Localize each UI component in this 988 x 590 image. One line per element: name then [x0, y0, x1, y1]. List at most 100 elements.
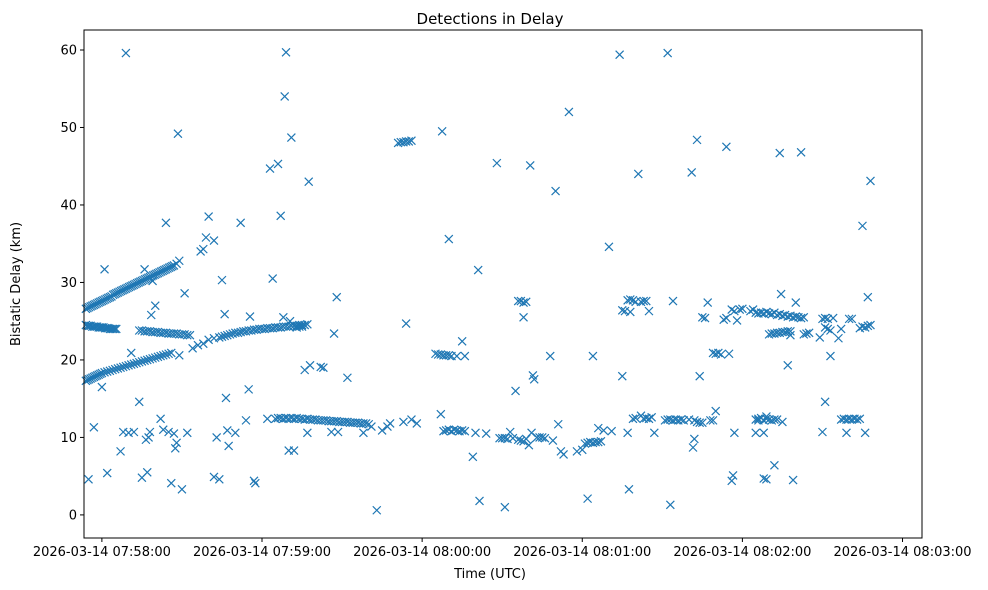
data-point-marker	[796, 147, 806, 157]
data-point-marker	[262, 414, 272, 424]
data-point-marker	[132, 358, 141, 368]
data-point-marker	[852, 415, 862, 425]
data-point-marker	[863, 321, 873, 331]
data-point-marker	[703, 298, 713, 308]
data-point-marker	[844, 314, 854, 324]
data-point-marker	[361, 419, 371, 428]
data-point-marker	[728, 470, 738, 480]
data-point-marker	[198, 339, 208, 349]
data-point-marker	[221, 393, 231, 403]
data-point-marker	[249, 476, 259, 486]
data-point-marker	[439, 426, 448, 436]
data-point-marker	[134, 357, 144, 367]
data-point-marker	[625, 295, 635, 304]
data-point-marker	[300, 320, 310, 330]
data-point-marker	[786, 326, 795, 336]
data-point-marker	[551, 186, 560, 196]
data-point-marker	[802, 329, 811, 339]
data-point-marker	[553, 419, 563, 429]
data-point-marker	[761, 414, 771, 424]
data-point-marker	[772, 415, 782, 425]
data-point-marker	[697, 312, 707, 322]
data-point-marker	[583, 494, 593, 504]
x-tick-label: 2026-03-14 08:01:00	[513, 545, 651, 560]
data-point-marker	[100, 367, 109, 377]
data-point-marker	[270, 414, 280, 424]
data-point-marker	[604, 242, 614, 252]
y-tick-label: 20	[60, 353, 77, 368]
data-point-marker	[735, 305, 745, 314]
data-point-marker	[513, 435, 523, 445]
data-point-marker	[615, 50, 625, 60]
data-point-marker	[100, 264, 109, 274]
data-point-marker	[146, 310, 156, 320]
data-point-marker	[788, 475, 798, 485]
data-point-marker	[475, 496, 484, 506]
data-point-marker	[204, 212, 214, 222]
data-point-marker	[628, 295, 638, 305]
data-point-marker	[577, 445, 587, 455]
data-point-marker	[751, 415, 761, 425]
x-tick-label: 2026-03-14 08:03:00	[833, 545, 971, 560]
data-point-marker	[559, 450, 569, 459]
data-point-marker	[326, 427, 336, 437]
data-point-marker	[719, 315, 729, 325]
data-point-marker	[858, 221, 867, 231]
data-point-marker	[169, 429, 179, 438]
y-tick-label: 40	[60, 198, 77, 213]
data-point-marker	[144, 432, 154, 442]
data-point-marker	[110, 364, 120, 374]
data-point-marker	[521, 297, 531, 307]
data-point-marker	[676, 415, 686, 425]
data-point-marker	[399, 417, 408, 427]
data-point-marker	[333, 427, 343, 437]
data-point-marker	[174, 256, 184, 266]
data-point-marker	[182, 428, 192, 438]
data-point-marker	[471, 428, 480, 438]
data-point-marker	[105, 366, 115, 376]
data-point-marker	[342, 373, 352, 383]
data-point-marker	[705, 415, 715, 425]
data-point-marker	[161, 350, 171, 359]
data-point-marker	[847, 314, 857, 324]
data-point-marker	[513, 296, 523, 306]
data-point-marker	[372, 505, 382, 515]
data-point-marker	[607, 426, 617, 436]
data-point-marker	[633, 169, 643, 179]
data-point-marker	[108, 365, 117, 375]
data-point-marker	[759, 428, 769, 438]
data-point-marker	[217, 332, 227, 342]
data-point-marker	[294, 322, 304, 332]
data-point-marker	[329, 329, 339, 339]
data-point-marker	[753, 414, 763, 424]
data-point-marker	[316, 362, 326, 372]
data-point-marker	[444, 350, 454, 360]
data-point-marker	[84, 474, 93, 484]
data-point-marker	[745, 306, 755, 316]
data-point-marker	[540, 433, 550, 443]
data-point-marker	[516, 436, 526, 445]
data-point-marker	[593, 423, 603, 433]
data-point-marker	[663, 48, 673, 58]
data-point-marker	[684, 415, 694, 425]
data-point-marker	[820, 397, 830, 407]
data-point-marker	[185, 330, 195, 340]
data-point-marker	[156, 414, 166, 424]
data-point-marker	[173, 129, 183, 139]
x-tick-label: 2026-03-14 08:00:00	[353, 545, 491, 560]
data-point-marker	[436, 409, 446, 419]
data-point-marker	[468, 452, 478, 462]
data-point-marker	[407, 136, 416, 146]
data-point-marker	[668, 296, 678, 306]
data-point-marker	[172, 438, 182, 448]
data-point-marker	[318, 363, 328, 373]
data-point-marker	[460, 351, 470, 361]
data-point-marker	[116, 446, 125, 456]
x-axis-label: Time (UTC)	[453, 567, 526, 582]
data-point-marker	[166, 348, 176, 358]
data-point-marker	[519, 312, 528, 322]
data-point-marker	[776, 289, 786, 299]
data-point-marker	[631, 413, 641, 423]
x-axis: 2026-03-14 07:58:00 2026-03-14 07:59:00 20…	[33, 538, 972, 560]
